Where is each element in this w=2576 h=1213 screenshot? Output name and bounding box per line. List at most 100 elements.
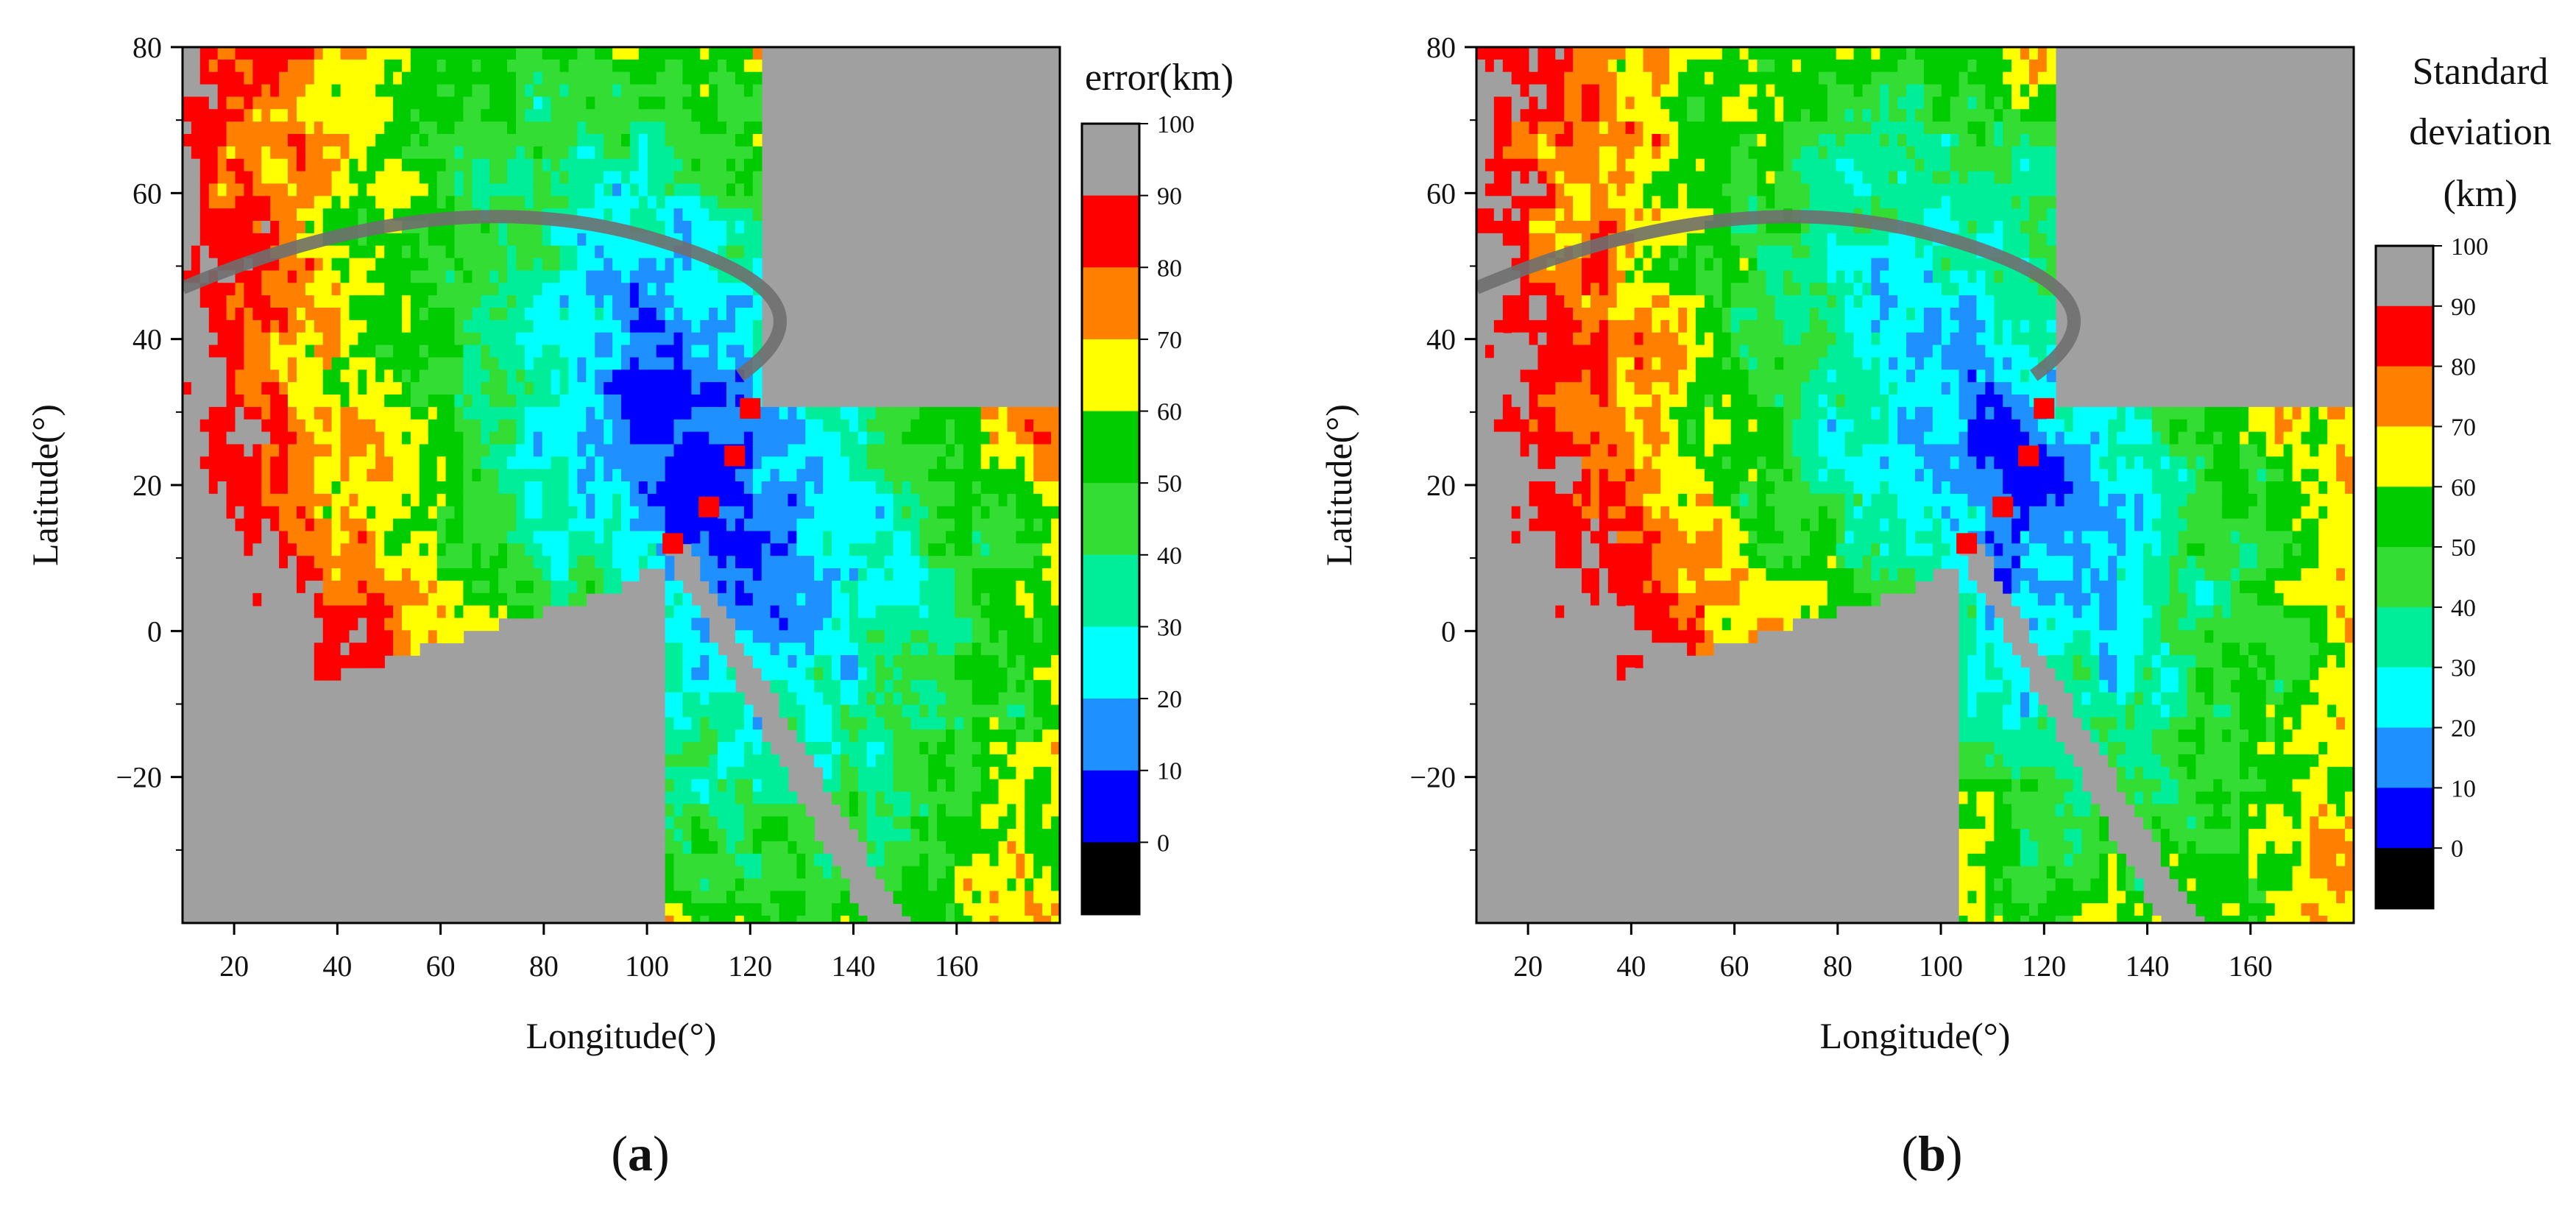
heatmap-cell — [1042, 791, 1052, 805]
heatmap-cell — [191, 369, 201, 383]
heatmap-cell — [841, 766, 850, 780]
heatmap-cell — [647, 59, 657, 73]
heatmap-cell — [726, 295, 736, 308]
heatmap-cell — [735, 754, 745, 768]
heatmap-cell — [656, 221, 666, 234]
heatmap-cell — [270, 419, 280, 433]
heatmap-cell — [884, 456, 894, 470]
heatmap-cell — [823, 643, 832, 656]
heatmap-cell — [1818, 71, 1828, 85]
heatmap-cell — [454, 444, 464, 458]
heatmap-cell — [463, 395, 473, 408]
heatmap-cell — [779, 444, 789, 458]
heatmap-cell — [568, 469, 578, 482]
heatmap-cell — [507, 580, 517, 594]
heatmap-cell — [1007, 804, 1017, 818]
heatmap-cell — [866, 643, 877, 656]
heatmap-cell — [331, 406, 342, 420]
heatmap-cell — [709, 59, 718, 73]
heatmap-cell — [472, 196, 482, 209]
heatmap-cell — [288, 481, 297, 495]
heatmap-cell — [656, 419, 666, 433]
heatmap-cell — [322, 270, 333, 284]
heatmap-cell — [393, 518, 403, 532]
heatmap-cell — [244, 469, 254, 482]
heatmap-cell — [752, 779, 762, 793]
heatmap-cell — [454, 481, 464, 495]
heatmap-cell — [489, 59, 499, 73]
heatmap-cell — [700, 319, 710, 333]
heatmap-cell — [1607, 47, 1618, 60]
heatmap-cell — [235, 580, 245, 594]
heatmap-cell — [498, 444, 508, 458]
heatmap-cell — [524, 332, 534, 346]
heatmap-cell — [823, 655, 832, 668]
heatmap-cell — [718, 568, 727, 581]
heatmap-cell — [604, 233, 613, 247]
heatmap-cell — [726, 47, 736, 60]
heatmap-cell — [428, 382, 438, 395]
heatmap-cell — [314, 556, 324, 569]
heatmap-cell — [709, 543, 718, 556]
heatmap-cell — [419, 319, 429, 333]
heatmap-cell — [375, 369, 385, 383]
heatmap-cell — [735, 245, 745, 259]
heatmap-cell — [682, 71, 693, 85]
heatmap-cell — [884, 866, 894, 880]
heatmap-cell — [910, 667, 921, 681]
heatmap-cell — [604, 283, 613, 296]
heatmap-cell — [805, 469, 815, 482]
heatmap-cell — [436, 593, 447, 606]
heatmap-cell — [445, 344, 456, 358]
heatmap-cell — [1016, 481, 1026, 495]
heatmap-cell — [691, 704, 701, 718]
heatmap-cell — [805, 630, 815, 643]
heatmap-cell — [735, 84, 745, 98]
heatmap-cell — [297, 183, 306, 197]
heatmap-cell — [1897, 84, 1907, 98]
heatmap-cell — [428, 543, 438, 556]
heatmap-cell — [393, 630, 403, 643]
heatmap-cell — [1783, 47, 1793, 60]
heatmap-cell — [358, 171, 368, 185]
heatmap-cell — [436, 469, 447, 482]
heatmap-cell — [402, 419, 411, 433]
heatmap-cell — [919, 816, 929, 830]
heatmap-cell — [367, 643, 376, 656]
heatmap-cell — [340, 369, 350, 383]
heatmap-cell — [568, 444, 578, 458]
heatmap-cell — [349, 96, 359, 110]
heatmap-cell — [551, 233, 561, 247]
heatmap-cell — [463, 146, 473, 160]
heatmap-cell — [279, 308, 289, 321]
heatmap-cell — [322, 59, 333, 73]
heatmap-cell — [463, 469, 473, 482]
heatmap-cell — [612, 270, 622, 284]
heatmap-cell — [516, 518, 526, 532]
heatmap-cell — [410, 568, 420, 581]
heatmap-cell — [691, 208, 701, 222]
heatmap-cell — [770, 543, 780, 556]
heatmap-cell — [454, 382, 464, 395]
heatmap-cell — [989, 866, 999, 880]
heatmap-cell — [463, 406, 473, 420]
heatmap-cell — [489, 183, 499, 197]
heatmap-cell — [857, 916, 868, 923]
heatmap-cell — [866, 655, 877, 668]
heatmap-cell — [367, 308, 376, 321]
heatmap-cell — [946, 518, 955, 532]
heatmap-cell — [1042, 419, 1052, 433]
heatmap-cell — [261, 109, 271, 122]
heatmap-cell — [638, 556, 648, 569]
heatmap-cell — [454, 196, 464, 209]
heatmap-cell — [445, 295, 456, 308]
heatmap-cell — [612, 208, 622, 222]
heatmap-cell — [1051, 866, 1060, 880]
heatmap-cell — [919, 506, 929, 520]
heatmap-cell — [770, 568, 780, 581]
heatmap-cell — [928, 878, 938, 892]
heatmap-cell — [700, 59, 710, 73]
heatmap-cell — [279, 406, 289, 420]
heatmap-cell — [331, 493, 342, 507]
heatmap-cell — [1599, 71, 1609, 85]
